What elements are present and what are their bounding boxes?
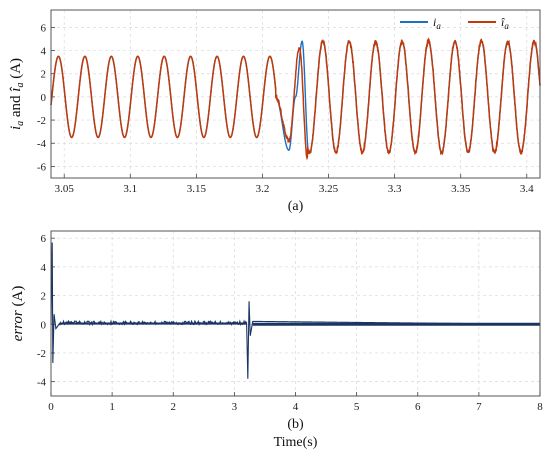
chart-b-xtick-label: 5 <box>354 401 360 413</box>
chart-b-xtick-label: 4 <box>293 401 299 413</box>
chart-b-ytick-label: 6 <box>41 233 47 245</box>
chart-b-ytick-label: 2 <box>41 291 47 303</box>
chart-b: 0 1 2 3 4 5 6 7 8 -4 -2 0 2 4 6 error (A) <box>10 230 543 413</box>
chart-a-y-axis-label: ia and îa (A) <box>8 58 26 130</box>
chart-a-ytick-label: -6 <box>37 161 47 173</box>
chart-b-ytick-label: 0 <box>41 319 47 331</box>
chart-a-xtick-label: 3.35 <box>451 183 471 195</box>
x-axis-label-b: Time(s) <box>274 435 318 450</box>
chart-b-xtick-label: 7 <box>476 401 482 413</box>
chart-b-xtick-label: 8 <box>537 401 543 413</box>
caption-a: (a) <box>288 199 304 214</box>
chart-a-xtick-label: 3.15 <box>187 183 207 195</box>
chart-b-ytick-label: -2 <box>37 348 46 360</box>
chart-b-xtick-label: 1 <box>109 401 115 413</box>
chart-a-plot-border <box>50 9 541 179</box>
chart-a-ytick-label: 2 <box>41 69 47 81</box>
chart-a-ytick-label: 0 <box>41 92 47 104</box>
chart-a-xtick-label: 3.05 <box>55 183 75 195</box>
chart-b-xtick-label: 0 <box>48 401 54 413</box>
legend-label-measured: ia <box>433 15 441 31</box>
chart-a-ytick-label: -2 <box>37 115 46 127</box>
chart-a-ytick-label: 4 <box>41 46 47 58</box>
chart-a-series-estimated-line <box>50 37 541 161</box>
chart-b-xtick-label: 2 <box>171 401 177 413</box>
chart-a-ytick-label: -4 <box>37 138 47 150</box>
chart-b-plot-border <box>50 230 541 397</box>
chart-b-y-axis-label: error (A) <box>10 286 26 342</box>
chart-b-ytick-label: -4 <box>37 377 47 389</box>
chart-a-xtick-label: 3.1 <box>123 183 137 195</box>
chart-b-ytick-label: 4 <box>41 262 47 274</box>
chart-a-xtick-label: 3.25 <box>319 183 339 195</box>
chart-a-xtick-label: 3.4 <box>520 183 534 195</box>
chart-a-ytick-label: 6 <box>41 22 47 34</box>
chart-a-xtick-label: 3.2 <box>256 183 270 195</box>
chart-b-plot-area <box>51 231 540 396</box>
chart-a: 3.05 3.1 3.15 3.2 3.25 3.3 3.35 3.4 -6 -4 -2 0 2 4 6 ia… <box>8 9 541 195</box>
chart-a-plot-area <box>51 10 540 178</box>
legend-label-estimated: îa <box>501 15 509 31</box>
chart-b-xtick-label: 6 <box>415 401 421 413</box>
chart-a-xtick-label: 3.3 <box>388 183 402 195</box>
chart-b-xtick-label: 3 <box>232 401 238 413</box>
caption-b: (b) <box>287 417 304 432</box>
